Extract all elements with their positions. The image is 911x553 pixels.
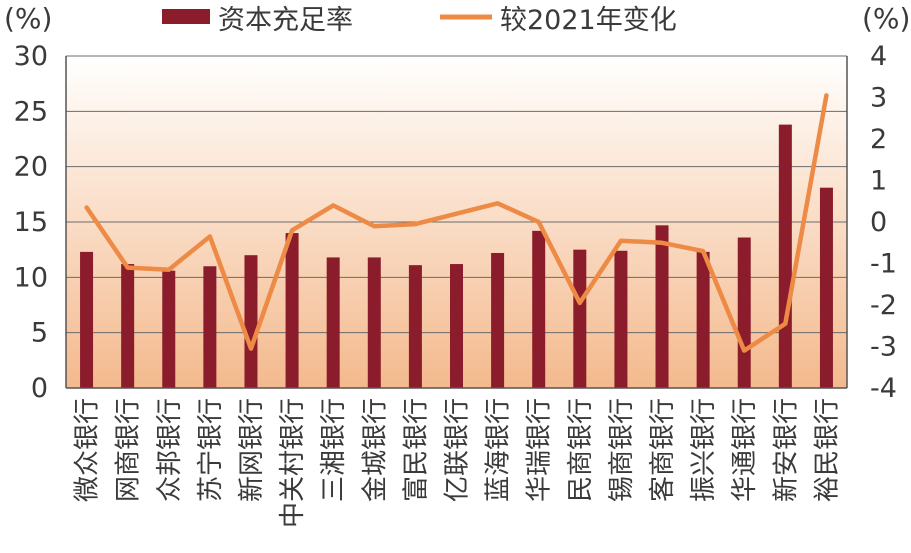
bar (121, 264, 135, 388)
bar (573, 249, 587, 388)
category-label: 民商银行 (566, 398, 596, 502)
right-tick-label: 2 (870, 124, 887, 155)
bar (244, 255, 258, 388)
category-label: 华通银行 (730, 398, 760, 502)
left-axis-ticks: 0 5 10 15 20 25 30 (14, 41, 48, 404)
legend-bar-label: 资本充足率 (218, 5, 353, 36)
category-label: 富民银行 (401, 398, 431, 502)
category-label: 微众银行 (73, 398, 103, 502)
right-axis-ticks: -4 -3 -2 -1 0 1 2 3 4 (870, 41, 897, 404)
bar (80, 251, 94, 388)
category-label: 蓝海银行 (484, 398, 514, 502)
bar (203, 266, 217, 388)
bar (778, 124, 792, 388)
legend-line-label: 较2021年变化 (500, 5, 677, 36)
category-label: 新安银行 (771, 398, 801, 502)
right-tick-label: 1 (870, 166, 887, 197)
left-tick-label: 30 (14, 41, 48, 72)
right-axis-unit: (%) (862, 2, 910, 35)
category-label: 华瑞银行 (525, 398, 555, 502)
bar (614, 250, 628, 388)
left-tick-label: 5 (31, 318, 48, 349)
legend-bar-swatch (162, 9, 210, 24)
bar (326, 257, 340, 388)
category-label: 振兴银行 (689, 398, 719, 502)
category-label: 锡商银行 (607, 398, 637, 502)
bar (491, 252, 505, 388)
right-tick-label: 3 (870, 83, 887, 114)
category-label: 金城银行 (360, 398, 390, 502)
right-tick-label: 4 (870, 41, 887, 72)
bar (162, 270, 176, 388)
category-label: 新网银行 (237, 398, 267, 502)
left-tick-label: 20 (14, 152, 48, 183)
category-label: 裕民银行 (812, 398, 842, 502)
right-tick-label: 0 (870, 207, 887, 238)
category-label: 客商银行 (648, 398, 678, 502)
category-labels: 微众银行 网商银行 众邦银行 苏宁银行 新网银行 中关村银行 三湘银行 金城银行 富民银行 亿联银… (73, 398, 843, 528)
category-label: 亿联银行 (443, 398, 473, 502)
category-label: 三湘银行 (319, 398, 349, 502)
bar (285, 233, 299, 388)
bar (819, 187, 833, 388)
left-tick-label: 0 (31, 373, 48, 404)
bar (696, 251, 710, 388)
bar-series (80, 124, 833, 388)
bar (737, 237, 751, 388)
category-label: 众邦银行 (155, 398, 185, 502)
category-label: 网商银行 (114, 398, 144, 502)
legend: 资本充足率 较2021年变化 (162, 5, 677, 36)
bar (532, 230, 546, 388)
right-tick-label: -1 (870, 249, 897, 280)
left-tick-label: 25 (14, 96, 48, 127)
right-tick-label: -4 (870, 373, 897, 404)
bar (450, 264, 463, 388)
left-tick-label: 10 (14, 262, 48, 293)
right-tick-label: -3 (870, 332, 897, 363)
bar (408, 265, 422, 388)
left-tick-label: 15 (14, 207, 48, 238)
change-line (84, 93, 829, 353)
left-axis-unit: (%) (4, 2, 52, 35)
category-label: 中关村银行 (278, 398, 308, 528)
bar (367, 257, 381, 388)
right-tick-label: -2 (870, 290, 897, 321)
category-label: 苏宁银行 (196, 398, 226, 502)
bar (655, 225, 669, 388)
